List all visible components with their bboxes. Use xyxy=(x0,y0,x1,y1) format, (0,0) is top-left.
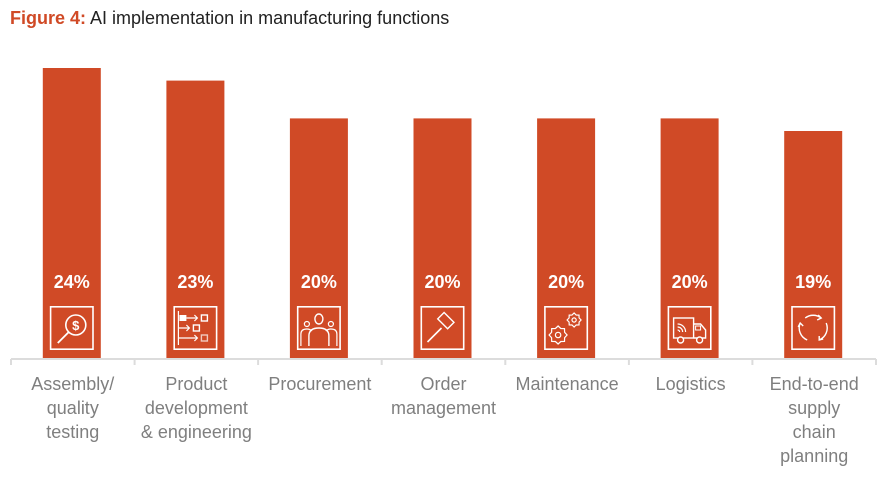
bar xyxy=(166,80,225,359)
value-label: 24% xyxy=(54,272,90,292)
category-label-line: management xyxy=(391,398,496,418)
bar xyxy=(42,68,101,359)
bar-group: 23% xyxy=(166,80,225,359)
bars-group: 24% $23% 20% 20% 20% 20% 19% xyxy=(42,68,843,360)
category-label: End-to-end supply chain planning xyxy=(770,374,859,466)
category-label-line: development xyxy=(145,398,248,418)
bar xyxy=(660,118,719,360)
people-group-icon xyxy=(296,306,341,351)
value-label: 20% xyxy=(548,272,584,292)
value-label: 19% xyxy=(795,272,831,292)
category-label-line: supply xyxy=(788,398,840,418)
category-label-line: chain xyxy=(793,422,836,442)
value-label: 20% xyxy=(424,272,460,292)
magnifier-dollar-icon: $ xyxy=(49,306,94,351)
value-label: 20% xyxy=(672,272,708,292)
category-label-line: End-to-end xyxy=(770,374,859,394)
category-label-line: Product xyxy=(165,374,227,394)
bar-group: 20% xyxy=(289,118,348,360)
category-label: Procurement xyxy=(268,374,371,394)
bar-group: 19% xyxy=(784,131,843,359)
category-label: Product development & engineering xyxy=(141,374,252,442)
process-flow-icon xyxy=(173,306,218,351)
category-label-line: Procurement xyxy=(268,374,371,394)
x-axis xyxy=(10,358,877,365)
category-label-line: quality xyxy=(47,398,99,418)
bar xyxy=(289,118,348,360)
bar xyxy=(784,131,843,359)
delivery-truck-icon xyxy=(667,306,712,351)
category-labels: Assembly/quality testing Product developmen… xyxy=(31,374,858,466)
category-label-line: Order xyxy=(420,374,466,394)
value-label: 20% xyxy=(301,272,337,292)
bar xyxy=(413,118,472,360)
category-label-line: testing xyxy=(46,422,99,442)
bar-group: 20% xyxy=(413,118,472,360)
category-label: Maintenance xyxy=(516,374,619,394)
bar-group: 20% xyxy=(660,118,719,360)
category-label-line: Logistics xyxy=(656,374,726,394)
category-label-line: Maintenance xyxy=(516,374,619,394)
category-label: Assembly/quality testing xyxy=(31,374,114,442)
chart-title: Figure 4: AI implementation in manufactu… xyxy=(10,8,449,29)
bar xyxy=(537,118,596,360)
figure-title-text: AI implementation in manufacturing funct… xyxy=(90,8,450,28)
category-label-line: planning xyxy=(780,446,848,466)
gears-icon xyxy=(544,306,589,351)
svg-text:$: $ xyxy=(72,318,80,333)
gavel-icon xyxy=(420,306,465,351)
figure-label: Figure 4: xyxy=(10,8,87,28)
cycle-arrows-icon xyxy=(791,306,836,351)
category-label: Order management xyxy=(391,374,496,418)
category-label-line: Assembly/ xyxy=(31,374,114,394)
value-label: 23% xyxy=(177,272,213,292)
bar-group: 20% xyxy=(537,118,596,360)
category-label: Logistics xyxy=(656,374,726,394)
category-label-line: & engineering xyxy=(141,422,252,442)
bar-group: 24% $ xyxy=(42,68,101,359)
